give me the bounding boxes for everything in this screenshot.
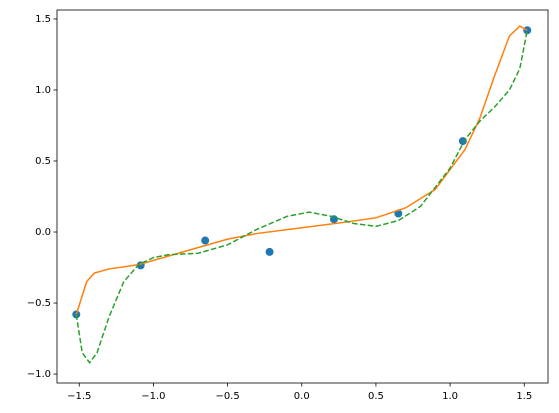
x-tick-label: −1.5: [67, 391, 91, 402]
y-tick-label: 1.0: [35, 85, 51, 96]
x-tick-label: −0.5: [215, 391, 239, 402]
y-tick-label: 0.0: [35, 227, 51, 238]
y-tick-label: 1.5: [35, 14, 51, 25]
x-tick-label: 1.5: [516, 391, 532, 402]
x-tick-label: 0.5: [368, 391, 384, 402]
y-tick-label: 0.5: [35, 156, 51, 167]
line: [75, 30, 528, 364]
point: [201, 236, 210, 245]
x-tick-label: 0.0: [294, 391, 310, 402]
x-tick-label: −1.0: [141, 391, 165, 402]
y-tick-label: −0.5: [27, 298, 51, 309]
point: [265, 247, 274, 256]
line: [75, 25, 528, 315]
plot-frame: [56, 9, 549, 384]
y-tick-label: −1.0: [27, 369, 51, 380]
x-tick-label: 1.0: [442, 391, 458, 402]
